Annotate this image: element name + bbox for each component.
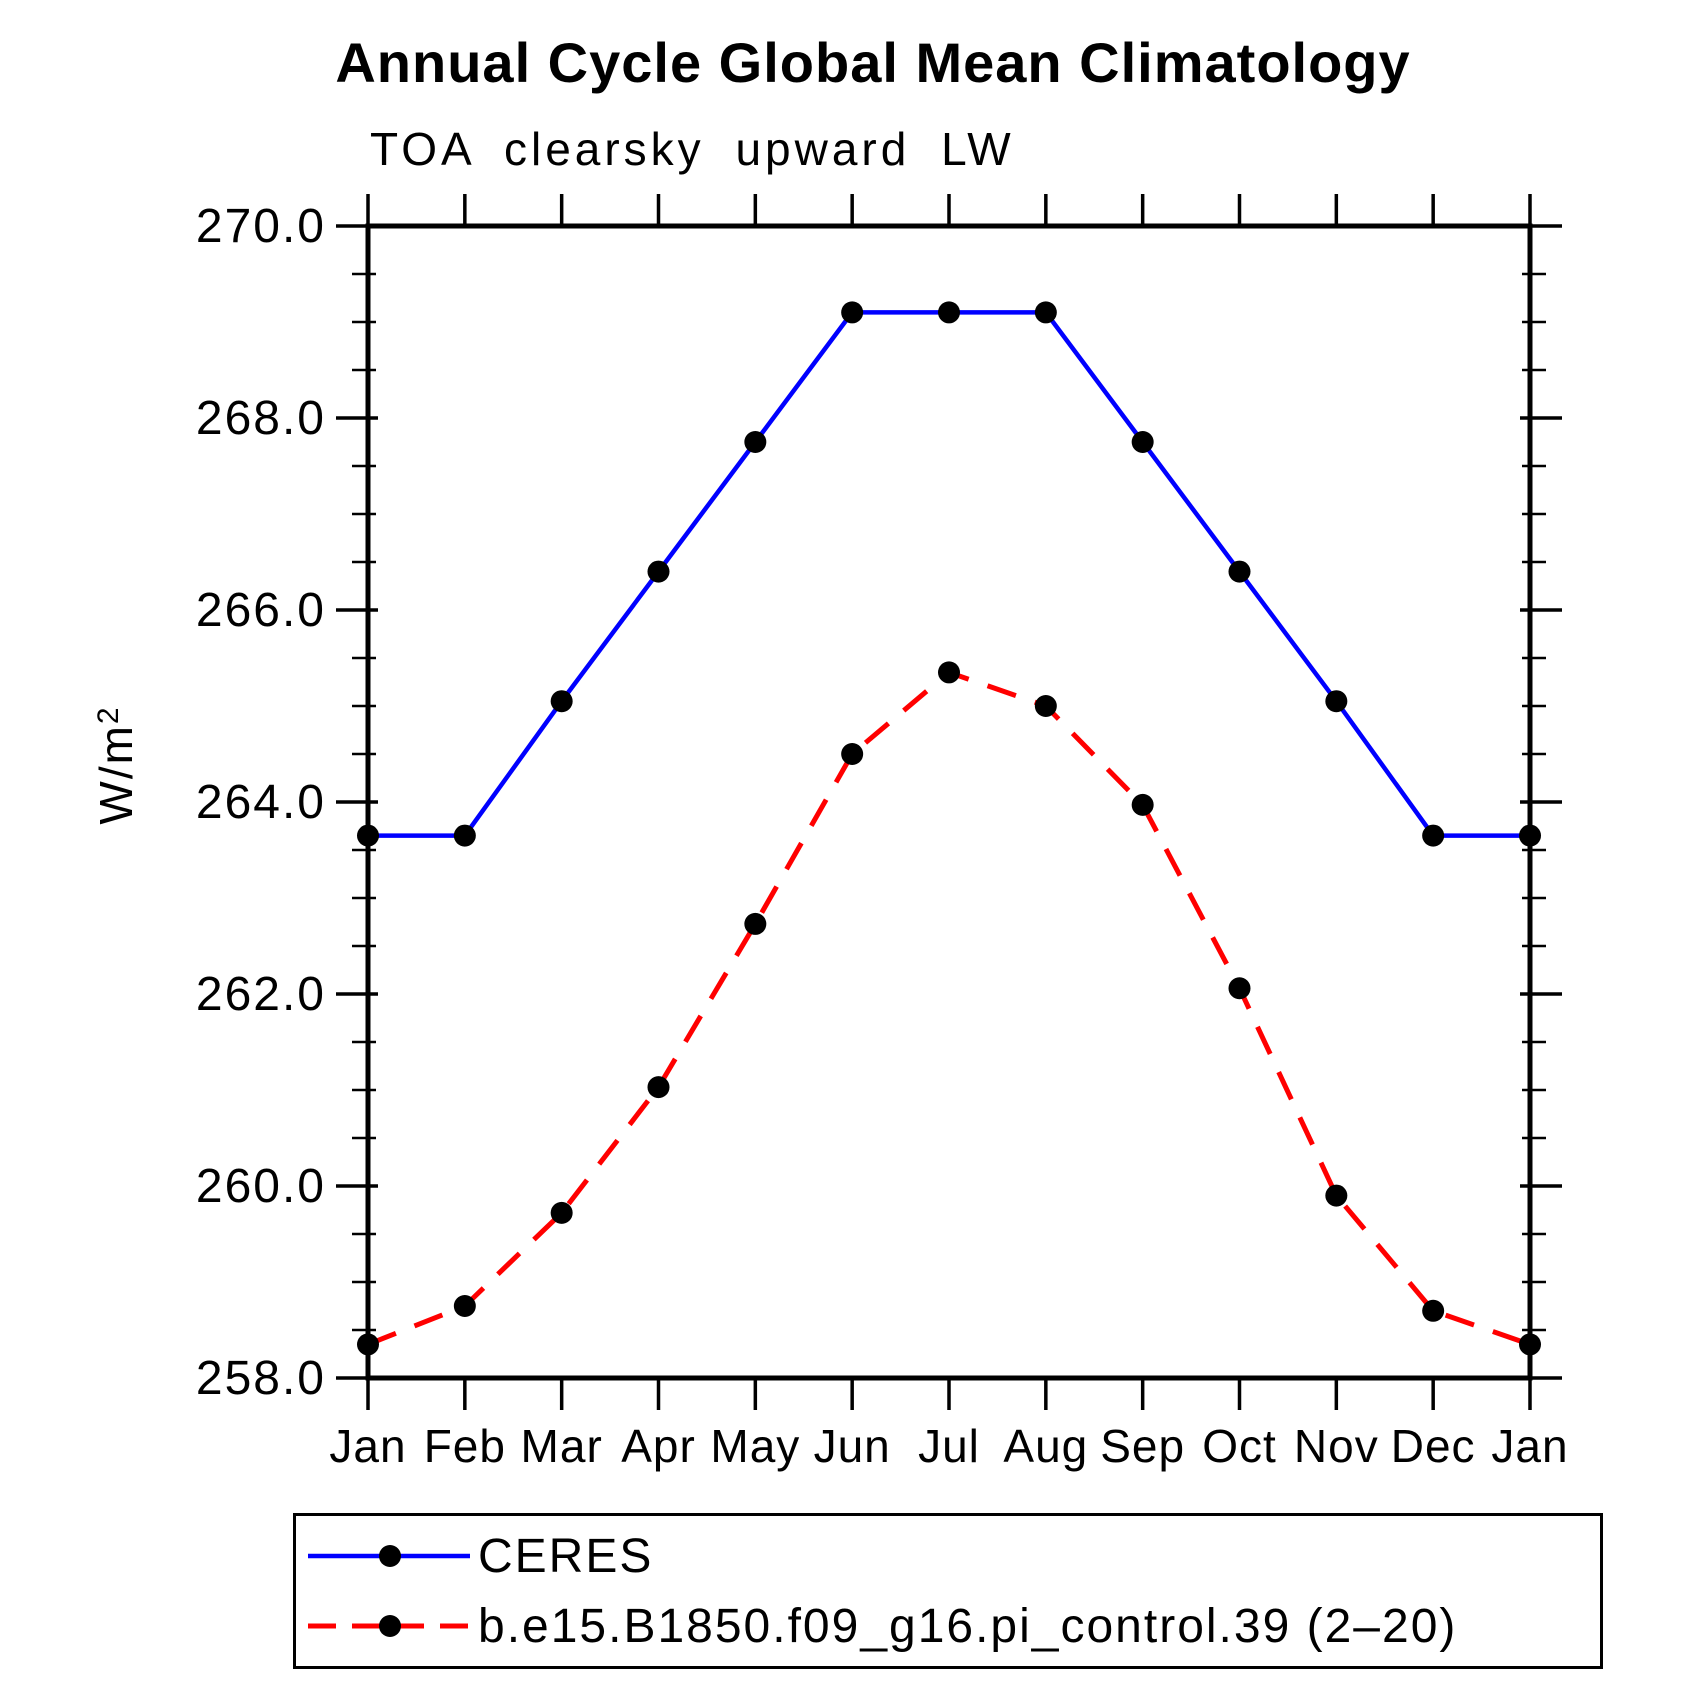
x-tick-label: Aug (1003, 1420, 1088, 1472)
data-point-ceres (1228, 560, 1251, 583)
y-tick-label: 266.0 (196, 584, 326, 637)
x-tick-label: Dec (1391, 1420, 1476, 1472)
chart-subtitle: TOA clearsky upward LW (370, 123, 1015, 175)
data-point-ceres (647, 560, 670, 583)
data-point-ceres (1131, 431, 1154, 453)
data-point-model (938, 661, 960, 684)
x-tick-label: Mar (521, 1420, 603, 1472)
data-point-model (1131, 793, 1154, 816)
model-line-sample (308, 1615, 470, 1637)
data-point-model (1422, 1299, 1445, 1322)
data-point-model (357, 1333, 379, 1356)
x-tick-label: Jan (1491, 1420, 1568, 1472)
data-point-ceres (453, 824, 476, 847)
data-point-model (1228, 977, 1251, 1000)
data-point-ceres (744, 431, 767, 453)
data-point-model (744, 912, 767, 935)
chart-title: Annual Cycle Global Mean Climatology (335, 31, 1411, 94)
x-tick-label: Nov (1294, 1420, 1379, 1472)
data-point-ceres (1034, 301, 1057, 324)
data-point-ceres (1422, 824, 1445, 847)
legend-label-ceres: CERES (478, 1529, 654, 1583)
data-point-model (453, 1295, 476, 1317)
ceres-sample-marker (379, 1545, 401, 1567)
model-sample-marker (379, 1615, 401, 1637)
x-tick-label: May (710, 1420, 800, 1472)
legend-item-model: b.e15.B1850.f09_g16.pi_control.39 (2–20) (302, 1591, 1600, 1661)
y-tick-label: 260.0 (196, 1160, 326, 1213)
x-tick-label: Jan (329, 1420, 406, 1472)
data-point-model (1034, 695, 1057, 717)
data-point-model (1325, 1184, 1348, 1207)
data-point-ceres (357, 824, 379, 847)
x-tick-label: Jul (918, 1420, 980, 1472)
series-line-ceres (368, 310, 1530, 838)
legend-label-model: b.e15.B1850.f09_g16.pi_control.39 (2–20) (478, 1599, 1458, 1653)
x-tick-label: Jun (814, 1420, 891, 1472)
x-tick-label: Feb (424, 1420, 506, 1472)
y-tick-label: 262.0 (196, 968, 326, 1021)
data-point-model (1519, 1333, 1541, 1356)
legend-item-ceres: CERES (302, 1521, 1600, 1591)
data-point-ceres (1325, 690, 1348, 713)
data-point-ceres (1519, 824, 1541, 847)
data-point-model (647, 1076, 670, 1099)
x-tick-label: Oct (1202, 1420, 1277, 1472)
x-tick-label: Apr (621, 1420, 696, 1472)
y-tick-label: 268.0 (196, 392, 326, 445)
y-tick-label: 258.0 (196, 1352, 326, 1405)
series-line-model (367, 669, 1531, 1347)
ceres-line-sample (308, 1545, 470, 1567)
plot-frame (365, 223, 1533, 1381)
y-tick-label: 264.0 (196, 776, 326, 829)
data-point-model (841, 743, 864, 765)
data-point-ceres (550, 690, 573, 713)
data-point-model (550, 1201, 573, 1224)
x-tick-label: Sep (1100, 1420, 1185, 1472)
data-point-ceres (841, 301, 864, 324)
legend: CERES b.e15.B1850.f09_g16.pi_control.39 … (293, 1513, 1603, 1669)
data-point-ceres (938, 301, 960, 324)
y-tick-label: 270.0 (196, 200, 326, 253)
